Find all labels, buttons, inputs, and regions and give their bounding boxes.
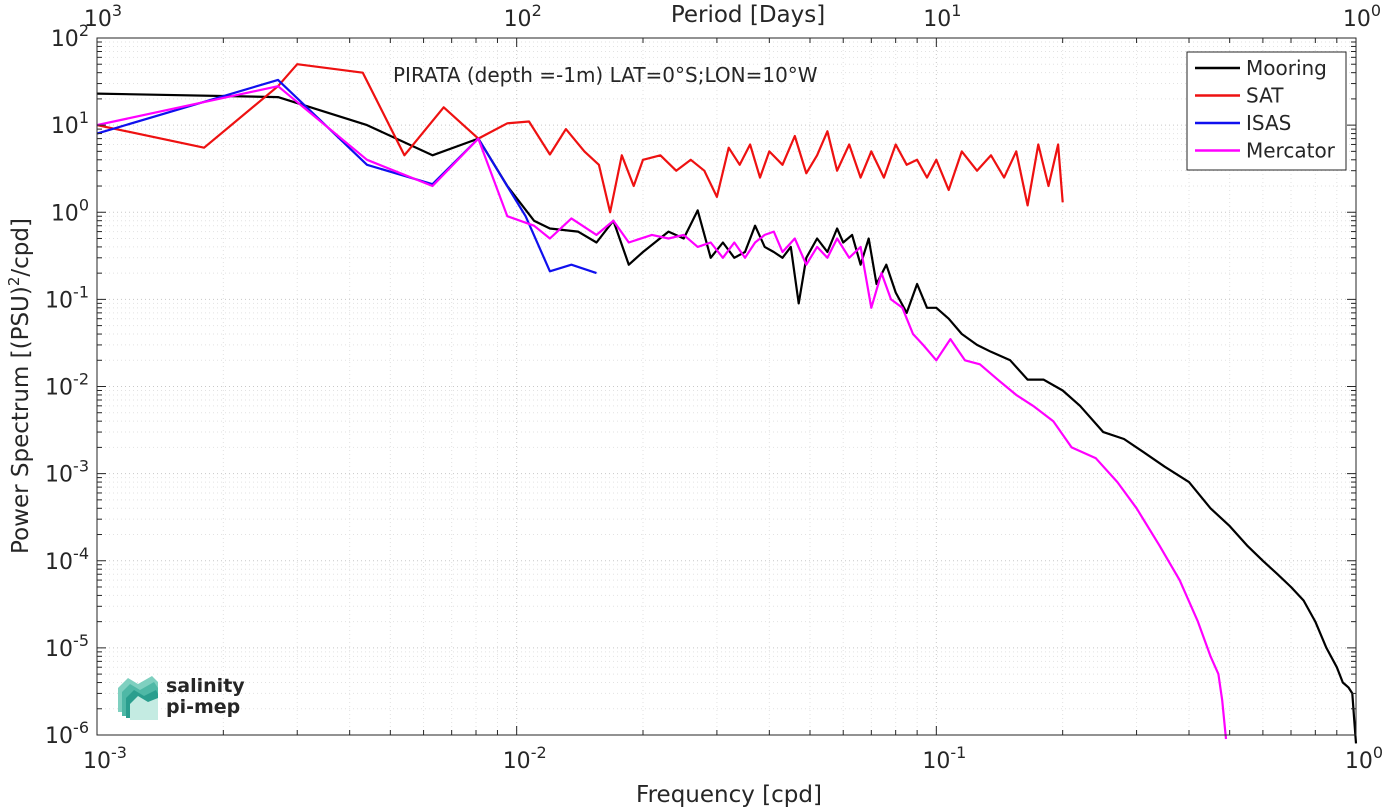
y-tick-label: 10-4 — [45, 544, 89, 575]
series-line-mercator — [96, 85, 1228, 740]
top-axis-title: Period [Days] — [671, 2, 825, 28]
y-tick-label: 10-3 — [45, 457, 89, 488]
y-tick-label: 100 — [51, 195, 89, 226]
y-tick-label: 10-1 — [45, 282, 89, 313]
series-line-sat — [96, 63, 1064, 214]
top-tick-label: 100 — [1343, 1, 1381, 32]
x-axis-title: Frequency [cpd] — [636, 782, 822, 808]
x-tick-label: 10-3 — [83, 743, 127, 774]
y-axis-title: Power Spectrum [(PSU)2/cpd] — [5, 218, 34, 554]
y-tick-label: 10-2 — [45, 370, 89, 401]
legend: Mooring SAT ISAS Mercator — [1186, 51, 1347, 171]
tick-labels: 10-3 10-2 10-1 100 102 101 100 10-1 10-2 10-3 10-4… — [45, 1, 1383, 774]
series-group — [96, 63, 1358, 744]
legend-label-sat: SAT — [1246, 84, 1284, 108]
top-tick-label: 102 — [504, 1, 542, 32]
logo-text-pimep: pi-mep — [166, 696, 240, 718]
tick-marks — [96, 37, 1357, 736]
logo-wave-icon — [118, 676, 158, 720]
logo-text-salinity: salinity — [166, 675, 245, 697]
x-tick-label: 10-2 — [503, 743, 547, 774]
legend-label-mercator: Mercator — [1246, 139, 1336, 163]
salinity-pimep-logo: salinity pi-mep — [118, 675, 245, 720]
top-tick-label: 101 — [923, 1, 961, 32]
y-tick-label: 10-6 — [45, 718, 89, 749]
grid — [97, 38, 1356, 735]
y-tick-label: 101 — [51, 108, 89, 139]
chart-title: PIRATA (depth =-1m) LAT=0°S;LON=10°W — [393, 63, 818, 87]
legend-label-mooring: Mooring — [1246, 56, 1327, 80]
x-tick-label: 10-1 — [922, 743, 966, 774]
x-tick-label: 100 — [1345, 743, 1383, 774]
y-tick-label: 10-5 — [45, 631, 89, 662]
legend-label-isas: ISAS — [1246, 111, 1291, 135]
top-tick-label: 103 — [84, 1, 122, 32]
y-tick-label: 102 — [51, 21, 89, 52]
